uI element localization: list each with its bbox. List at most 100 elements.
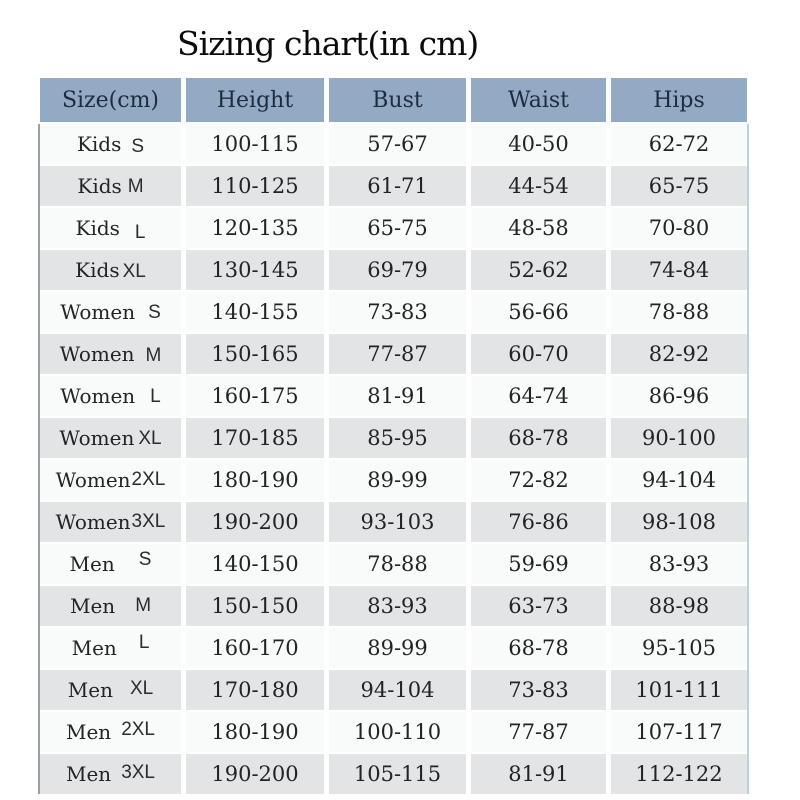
size-label-cell: Women XL xyxy=(40,418,181,458)
size-group-label: Women xyxy=(59,426,135,450)
height-value-cell: 150-150 xyxy=(186,586,324,626)
bust-value-cell: 61-71 xyxy=(329,166,466,206)
bust-value-cell: 57-67 xyxy=(329,124,466,164)
height-value-cell: 190-200 xyxy=(186,754,324,794)
header-cell-hips: Hips xyxy=(611,78,747,122)
size-letter-label: S xyxy=(131,136,145,157)
table-row: Kids S 100-115 57-67 40-50 62-72 xyxy=(40,124,747,164)
header-cell-size: Size(cm) xyxy=(40,78,181,122)
size-label-cell: Women M xyxy=(40,334,181,374)
height-value-cell: 170-185 xyxy=(186,418,324,458)
waist-value-cell: 73-83 xyxy=(471,670,606,710)
waist-value-cell: 77-87 xyxy=(471,712,606,752)
waist-value-cell: 68-78 xyxy=(471,418,606,458)
height-value-cell: 100-115 xyxy=(186,124,324,164)
sizing-table: Size(cm) Height Bust Waist Hips Kids S 100… xyxy=(38,78,749,796)
size-group-label: Kids xyxy=(76,132,122,156)
size-group-label: Women xyxy=(59,342,135,366)
header-cell-waist: Waist xyxy=(471,78,606,122)
table-row: Women L 160-175 81-91 64-74 86-96 xyxy=(40,376,747,416)
height-value-cell: 190-200 xyxy=(186,502,324,542)
table-row: Women M 150-165 77-87 60-70 82-92 xyxy=(40,334,747,374)
size-letter-label: 2XL xyxy=(121,719,155,740)
size-label-cell: Men M xyxy=(40,586,181,626)
bust-value-cell: 83-93 xyxy=(329,586,466,626)
bust-value-cell: 69-79 xyxy=(329,250,466,290)
size-group-label: Men xyxy=(65,762,112,786)
size-group-label: Men xyxy=(67,678,113,702)
hips-value-cell: 94-104 xyxy=(611,460,747,500)
hips-value-cell: 88-98 xyxy=(611,586,747,626)
bust-value-cell: 81-91 xyxy=(329,376,466,416)
size-letter-label: L xyxy=(138,632,150,653)
size-label-cell: Women S xyxy=(40,292,181,332)
hips-value-cell: 107-117 xyxy=(611,712,747,752)
bust-value-cell: 77-87 xyxy=(329,334,466,374)
size-letter-label: M xyxy=(135,595,152,616)
bust-value-cell: 93-103 xyxy=(329,502,466,542)
size-letter-label: 3XL xyxy=(121,762,155,783)
table-row: Women 3XL 190-200 93-103 76-86 98-108 xyxy=(40,502,747,542)
bust-value-cell: 105-115 xyxy=(329,754,466,794)
size-letter-label: XL xyxy=(122,261,146,282)
hips-value-cell: 70-80 xyxy=(611,208,747,248)
table-row: Men M 150-150 83-93 63-73 88-98 xyxy=(40,586,747,626)
waist-value-cell: 52-62 xyxy=(471,250,606,290)
size-label-cell: Men XL xyxy=(40,670,181,710)
hips-value-cell: 101-111 xyxy=(611,670,747,710)
hips-value-cell: 86-96 xyxy=(611,376,747,416)
height-value-cell: 120-135 xyxy=(186,208,324,248)
bust-value-cell: 89-99 xyxy=(329,628,466,668)
waist-value-cell: 44-54 xyxy=(471,166,606,206)
bust-value-cell: 85-95 xyxy=(329,418,466,458)
size-group-label: Men xyxy=(71,636,117,660)
table-row: Men 3XL 190-200 105-115 81-91 112-122 xyxy=(40,754,747,794)
hips-value-cell: 65-75 xyxy=(611,166,747,206)
header-cell-height: Height xyxy=(186,78,324,122)
waist-value-cell: 68-78 xyxy=(471,628,606,668)
bust-value-cell: 94-104 xyxy=(329,670,466,710)
hips-value-cell: 83-93 xyxy=(611,544,747,584)
size-group-label: Men xyxy=(69,594,116,618)
height-value-cell: 180-190 xyxy=(186,460,324,500)
hips-value-cell: 82-92 xyxy=(611,334,747,374)
table-header-row: Size(cm) Height Bust Waist Hips xyxy=(40,78,747,122)
waist-value-cell: 56-66 xyxy=(471,292,606,332)
waist-value-cell: 40-50 xyxy=(471,124,606,164)
size-label-cell: Men 3XL xyxy=(40,754,181,794)
table-row: Women S 140-155 73-83 56-66 78-88 xyxy=(40,292,747,332)
height-value-cell: 110-125 xyxy=(186,166,324,206)
table-row: Men XL 170-180 94-104 73-83 101-111 xyxy=(40,670,747,710)
size-letter-label: M xyxy=(127,176,144,197)
waist-value-cell: 59-69 xyxy=(471,544,606,584)
size-letter-label: S xyxy=(148,302,161,323)
size-label-cell: Men L xyxy=(40,628,181,668)
size-label-cell: Men 2XL xyxy=(40,712,181,752)
hips-value-cell: 112-122 xyxy=(611,754,747,794)
waist-value-cell: 60-70 xyxy=(471,334,606,374)
size-group-label: Women xyxy=(55,510,131,534)
size-group-label: Men xyxy=(69,552,115,576)
size-group-label: Men xyxy=(65,720,112,744)
hips-value-cell: 62-72 xyxy=(611,124,747,164)
page-title: Sizing chart(in cm) xyxy=(177,24,479,63)
hips-value-cell: 95-105 xyxy=(611,628,747,668)
size-label-cell: Women L xyxy=(40,376,181,416)
table-row: Kids L 120-135 65-75 48-58 70-80 xyxy=(40,208,747,248)
waist-value-cell: 72-82 xyxy=(471,460,606,500)
size-group-label: Kids xyxy=(75,216,120,240)
size-label-cell: Women 2XL xyxy=(40,460,181,500)
height-value-cell: 170-180 xyxy=(186,670,324,710)
height-value-cell: 180-190 xyxy=(186,712,324,752)
waist-value-cell: 48-58 xyxy=(471,208,606,248)
table-row: Kids XL 130-145 69-79 52-62 74-84 xyxy=(40,250,747,290)
size-group-label: Women xyxy=(55,468,131,492)
bust-value-cell: 65-75 xyxy=(329,208,466,248)
bust-value-cell: 89-99 xyxy=(329,460,466,500)
size-letter-label: L xyxy=(134,222,146,243)
height-value-cell: 150-165 xyxy=(186,334,324,374)
bust-value-cell: 73-83 xyxy=(329,292,466,332)
size-label-cell: Kids XL xyxy=(40,250,181,290)
table-row: Women XL 170-185 85-95 68-78 90-100 xyxy=(40,418,747,458)
